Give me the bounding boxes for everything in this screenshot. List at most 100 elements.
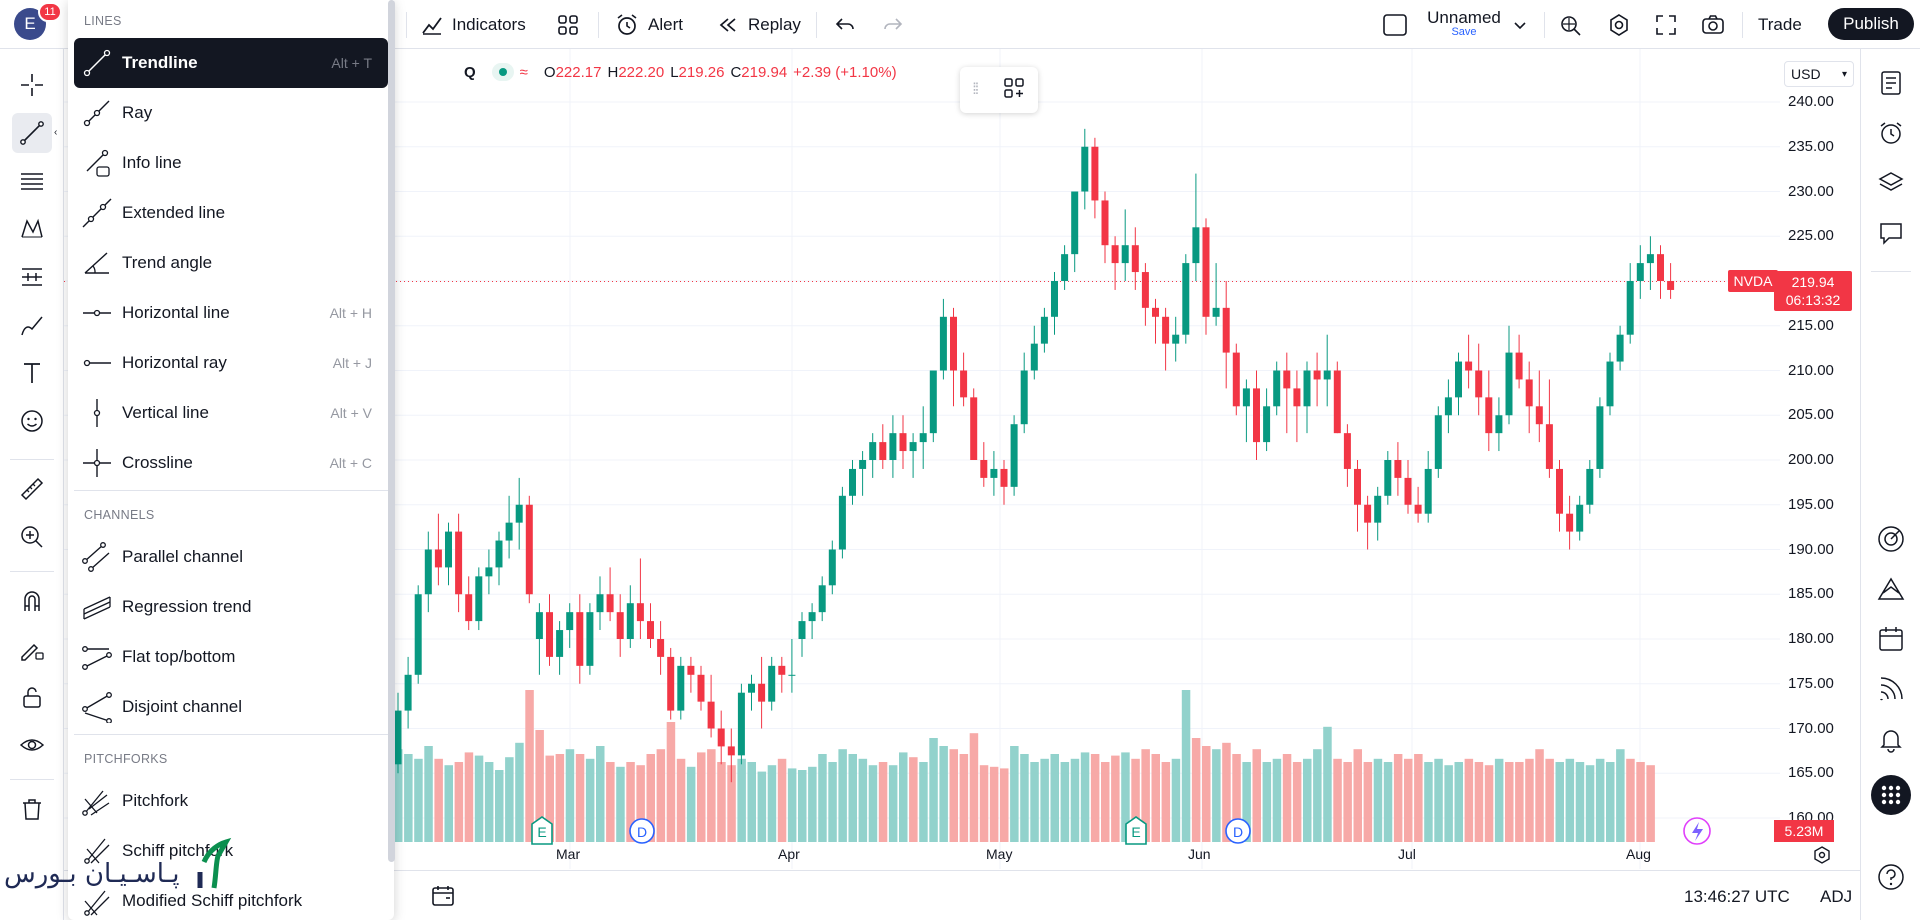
menu-item-regression-trend[interactable]: Regression trend: [74, 582, 388, 632]
floating-toolbar[interactable]: ⁞⁞: [960, 67, 1038, 113]
candle-body: [960, 370, 968, 398]
menu-scrollbar[interactable]: [388, 0, 395, 862]
watchlist-button[interactable]: [1871, 63, 1911, 103]
measure-tool[interactable]: [12, 469, 52, 509]
templates-button[interactable]: [556, 0, 580, 49]
calendar-icon[interactable]: [430, 883, 456, 914]
brush-tool[interactable]: [12, 305, 52, 345]
settings-button[interactable]: [1606, 0, 1632, 49]
pattern-tool[interactable]: [12, 209, 52, 249]
layout-name[interactable]: Unnamed Save: [1424, 8, 1504, 38]
magnet-tool[interactable]: [12, 581, 52, 621]
price-axis[interactable]: USD ▾ 240.00235.00230.00225.00220.00215.…: [1774, 49, 1860, 869]
candle-body: [818, 585, 826, 613]
toolbar-divider: [1871, 271, 1911, 272]
save-link[interactable]: Save: [1451, 26, 1477, 38]
publish-button[interactable]: Publish: [1828, 8, 1914, 40]
remove-drawings-tool[interactable]: [12, 789, 52, 829]
menu-item-crossline[interactable]: Crossline Alt + C: [74, 438, 388, 488]
notifications-button[interactable]: [1871, 719, 1911, 759]
crossline-icon: [80, 446, 114, 480]
volume-bar: [676, 758, 686, 842]
emoji-tool[interactable]: [12, 401, 52, 441]
object-tree-button[interactable]: [1871, 163, 1911, 203]
menu-item-horizontal-ray[interactable]: Horizontal ray Alt + J: [74, 338, 388, 388]
volume-bar: [818, 754, 827, 842]
menu-item-horizontal-line[interactable]: Horizontal line Alt + H: [74, 288, 388, 338]
replay-button[interactable]: Replay: [716, 0, 801, 49]
earnings-marker[interactable]: E: [1125, 816, 1147, 845]
add-widget-icon[interactable]: [1002, 76, 1026, 105]
symbol-tag: NVDA: [1728, 270, 1778, 292]
text-tool[interactable]: [12, 353, 52, 393]
help-button[interactable]: [1871, 857, 1911, 897]
help-icon: [1878, 864, 1904, 890]
alarm-clock-icon: [1880, 122, 1902, 144]
alert-button[interactable]: Alert: [614, 0, 683, 49]
hotlists-button[interactable]: [1871, 519, 1911, 559]
snapshot-button[interactable]: [1700, 0, 1726, 49]
menu-item-trendline[interactable]: Trendline Alt + T: [74, 38, 388, 88]
chats-button[interactable]: [1871, 213, 1911, 253]
ideas-button[interactable]: [1871, 569, 1911, 609]
calendar-button[interactable]: [1871, 619, 1911, 659]
volume-bar: [505, 757, 514, 842]
visibility-tool[interactable]: [12, 725, 52, 765]
alerts-button[interactable]: [1871, 113, 1911, 153]
dividend-marker[interactable]: D: [629, 818, 655, 844]
menu-item-ray[interactable]: Ray: [74, 88, 388, 138]
time-axis[interactable]: Mar Apr May Jun Jul Aug: [64, 838, 1780, 870]
layout-checkbox[interactable]: [1382, 0, 1408, 49]
indicators-button[interactable]: Indicators: [420, 0, 526, 49]
volume-bar: [1191, 738, 1201, 842]
currency-select[interactable]: USD ▾: [1784, 61, 1854, 87]
drag-handle-icon[interactable]: ⁞⁞: [972, 81, 979, 98]
candle-body: [1657, 254, 1664, 281]
undo-button[interactable]: [834, 0, 856, 49]
menu-item-modified-schiff-pitchfork[interactable]: Modified Schiff pitchfork: [74, 876, 388, 920]
forecast-tool[interactable]: [12, 257, 52, 297]
menu-item-pitchfork[interactable]: Pitchfork: [74, 776, 388, 826]
layout-menu-button[interactable]: [1512, 0, 1528, 49]
volume-bar: [666, 722, 676, 842]
volume-bar: [1323, 726, 1332, 842]
zoom-tool[interactable]: [12, 517, 52, 557]
expand-chevron-icon[interactable]: ‹: [54, 127, 58, 138]
target-icon: [1878, 526, 1904, 552]
menu-item-trend-angle[interactable]: Trend angle: [74, 238, 388, 288]
adj-toggle[interactable]: ADJ: [1820, 887, 1853, 906]
volume-bar: [1000, 768, 1009, 842]
extended-line-icon: [80, 196, 114, 230]
menu-item-hotkey: Alt + C: [329, 455, 372, 471]
lightning-marker[interactable]: [1683, 817, 1711, 845]
crosshair-tool[interactable]: [12, 65, 52, 105]
products-button[interactable]: [1871, 775, 1911, 815]
candle-body: [566, 612, 574, 631]
stay-in-drawing-tool[interactable]: [12, 629, 52, 669]
fib-tool[interactable]: [12, 161, 52, 201]
section-title-channels: CHANNELS: [84, 508, 155, 522]
dividend-marker[interactable]: D: [1225, 818, 1251, 844]
axis-settings-button[interactable]: [1812, 845, 1832, 869]
menu-item-disjoint-channel[interactable]: Disjoint channel: [74, 682, 388, 732]
volume-bar: [1484, 765, 1494, 842]
clock[interactable]: 13:46:27 UTC: [1684, 887, 1790, 906]
candle-body: [616, 612, 624, 639]
quick-search-button[interactable]: [1558, 0, 1584, 49]
menu-item-extended-line[interactable]: Extended line: [74, 188, 388, 238]
menu-item-vertical-line[interactable]: Vertical line Alt + V: [74, 388, 388, 438]
fullscreen-button[interactable]: [1654, 0, 1678, 49]
candle-body: [798, 621, 806, 639]
lock-tool[interactable]: [12, 677, 52, 717]
trendline-tool[interactable]: [12, 113, 52, 153]
candle-body: [667, 656, 675, 711]
news-stream-button[interactable]: [1871, 669, 1911, 709]
candle-body: [445, 531, 452, 568]
redo-button[interactable]: [882, 0, 904, 49]
trade-button[interactable]: Trade: [1758, 0, 1802, 49]
menu-item-flat-top-bottom[interactable]: Flat top/bottom: [74, 632, 388, 682]
earnings-marker[interactable]: E: [531, 816, 553, 845]
menu-item-info-line[interactable]: Info line: [74, 138, 388, 188]
candle-body: [1222, 307, 1230, 353]
menu-item-parallel-channel[interactable]: Parallel channel: [74, 532, 388, 582]
